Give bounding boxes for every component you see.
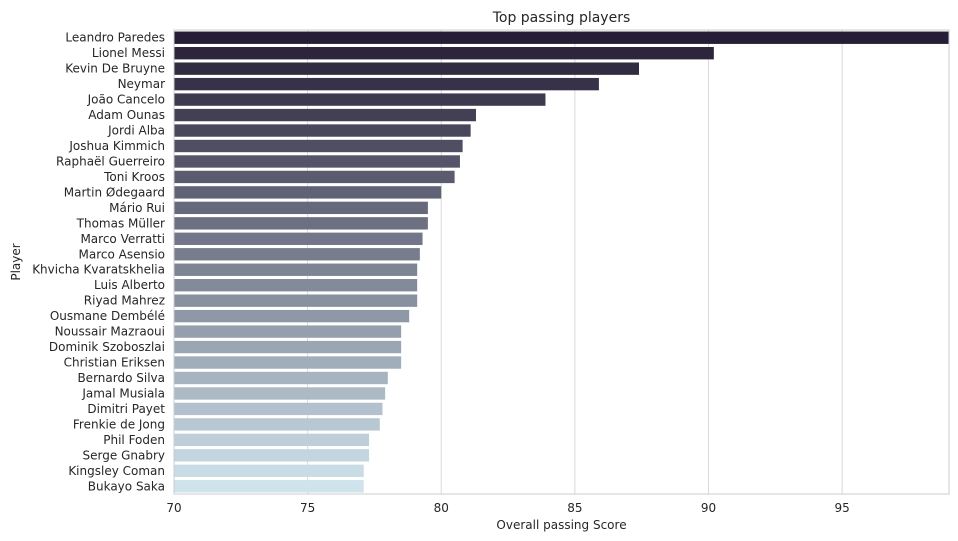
bar [174, 340, 402, 354]
bar [174, 139, 463, 153]
y-tick-label: Dominik Szoboszlai [49, 340, 165, 354]
bar [174, 464, 364, 477]
bar [174, 309, 410, 323]
bar [174, 93, 546, 106]
x-tick-label: 70 [166, 501, 181, 515]
bars [174, 31, 949, 493]
y-tick-label: Joshua Kimmich [68, 139, 165, 153]
bar [174, 263, 418, 276]
y-tick-label: Bukayo Saka [88, 479, 165, 493]
y-tick-label: Frenkie de Jong [73, 417, 165, 431]
y-tick-label: João Cancelo [87, 93, 165, 107]
bar [174, 155, 460, 168]
bar [174, 279, 418, 292]
bar [174, 371, 388, 385]
bar [174, 248, 420, 261]
bar [174, 356, 402, 369]
bar [174, 31, 949, 44]
x-tick-label: 95 [834, 501, 849, 515]
x-tick-label: 90 [701, 501, 716, 515]
y-tick-label: Thomas Müller [76, 216, 165, 230]
y-tick-label: Luis Alberto [94, 278, 165, 292]
y-tick-label: Raphaël Guerreiro [56, 154, 165, 168]
y-tick-label: Jordi Alba [107, 124, 165, 138]
bar [174, 47, 714, 60]
y-tick-label: Khvicha Kvaratskhelia [32, 263, 165, 277]
bar [174, 170, 455, 184]
x-tick-label: 75 [300, 501, 315, 515]
y-tick-label: Martin Ødegaard [64, 185, 165, 199]
bar [174, 186, 442, 199]
y-tick-label: Bernardo Silva [77, 371, 165, 385]
bar [174, 232, 423, 245]
y-tick-label: Neymar [118, 77, 166, 91]
chart-title: Top passing players [492, 10, 631, 26]
bar [174, 402, 383, 416]
y-tick-label: Kevin De Bruyne [65, 62, 165, 76]
y-tick-label: Phil Foden [103, 433, 165, 447]
y-tick-label: Noussair Mazraoui [55, 325, 165, 339]
bar [174, 217, 428, 230]
bar [174, 480, 364, 493]
x-tick-label: 85 [567, 501, 582, 515]
y-tick-label: Mário Rui [109, 201, 165, 215]
y-tick-label: Leandro Paredes [65, 31, 165, 45]
y-tick-label: Marco Asensio [78, 247, 165, 261]
plot-background [174, 30, 949, 494]
bar [174, 108, 476, 122]
x-axis-title: Overall passing Score [496, 518, 626, 532]
y-tick-label: Adam Ounas [88, 108, 165, 122]
bar [174, 387, 386, 400]
y-tick-label: Jamal Musiala [81, 386, 165, 400]
bar [174, 77, 599, 91]
y-axis-title: Player [9, 243, 23, 280]
y-tick-label: Marco Verratti [80, 232, 165, 246]
plot-frame [173, 29, 950, 495]
bar [174, 294, 418, 307]
y-tick-label: Lionel Messi [92, 46, 165, 60]
bar [174, 201, 428, 215]
y-tick-label: Serge Gnabry [83, 448, 165, 462]
bar [174, 62, 639, 75]
y-tick-label: Toni Kroos [103, 170, 165, 184]
y-tick-label: Riyad Mahrez [84, 294, 165, 308]
bar [174, 418, 380, 431]
y-tick-label: Dimitri Payet [87, 402, 165, 416]
y-tick-label: Christian Eriksen [64, 356, 165, 370]
bar [174, 433, 370, 447]
bar [174, 124, 471, 137]
x-tick-labels: 70 75 80 85 90 95 [166, 501, 849, 515]
x-tick-label: 80 [434, 501, 449, 515]
y-tick-label: Kingsley Coman [68, 464, 165, 478]
bar [174, 449, 370, 462]
y-tick-label: Ousmane Dembélé [50, 309, 165, 323]
bar [174, 325, 402, 338]
